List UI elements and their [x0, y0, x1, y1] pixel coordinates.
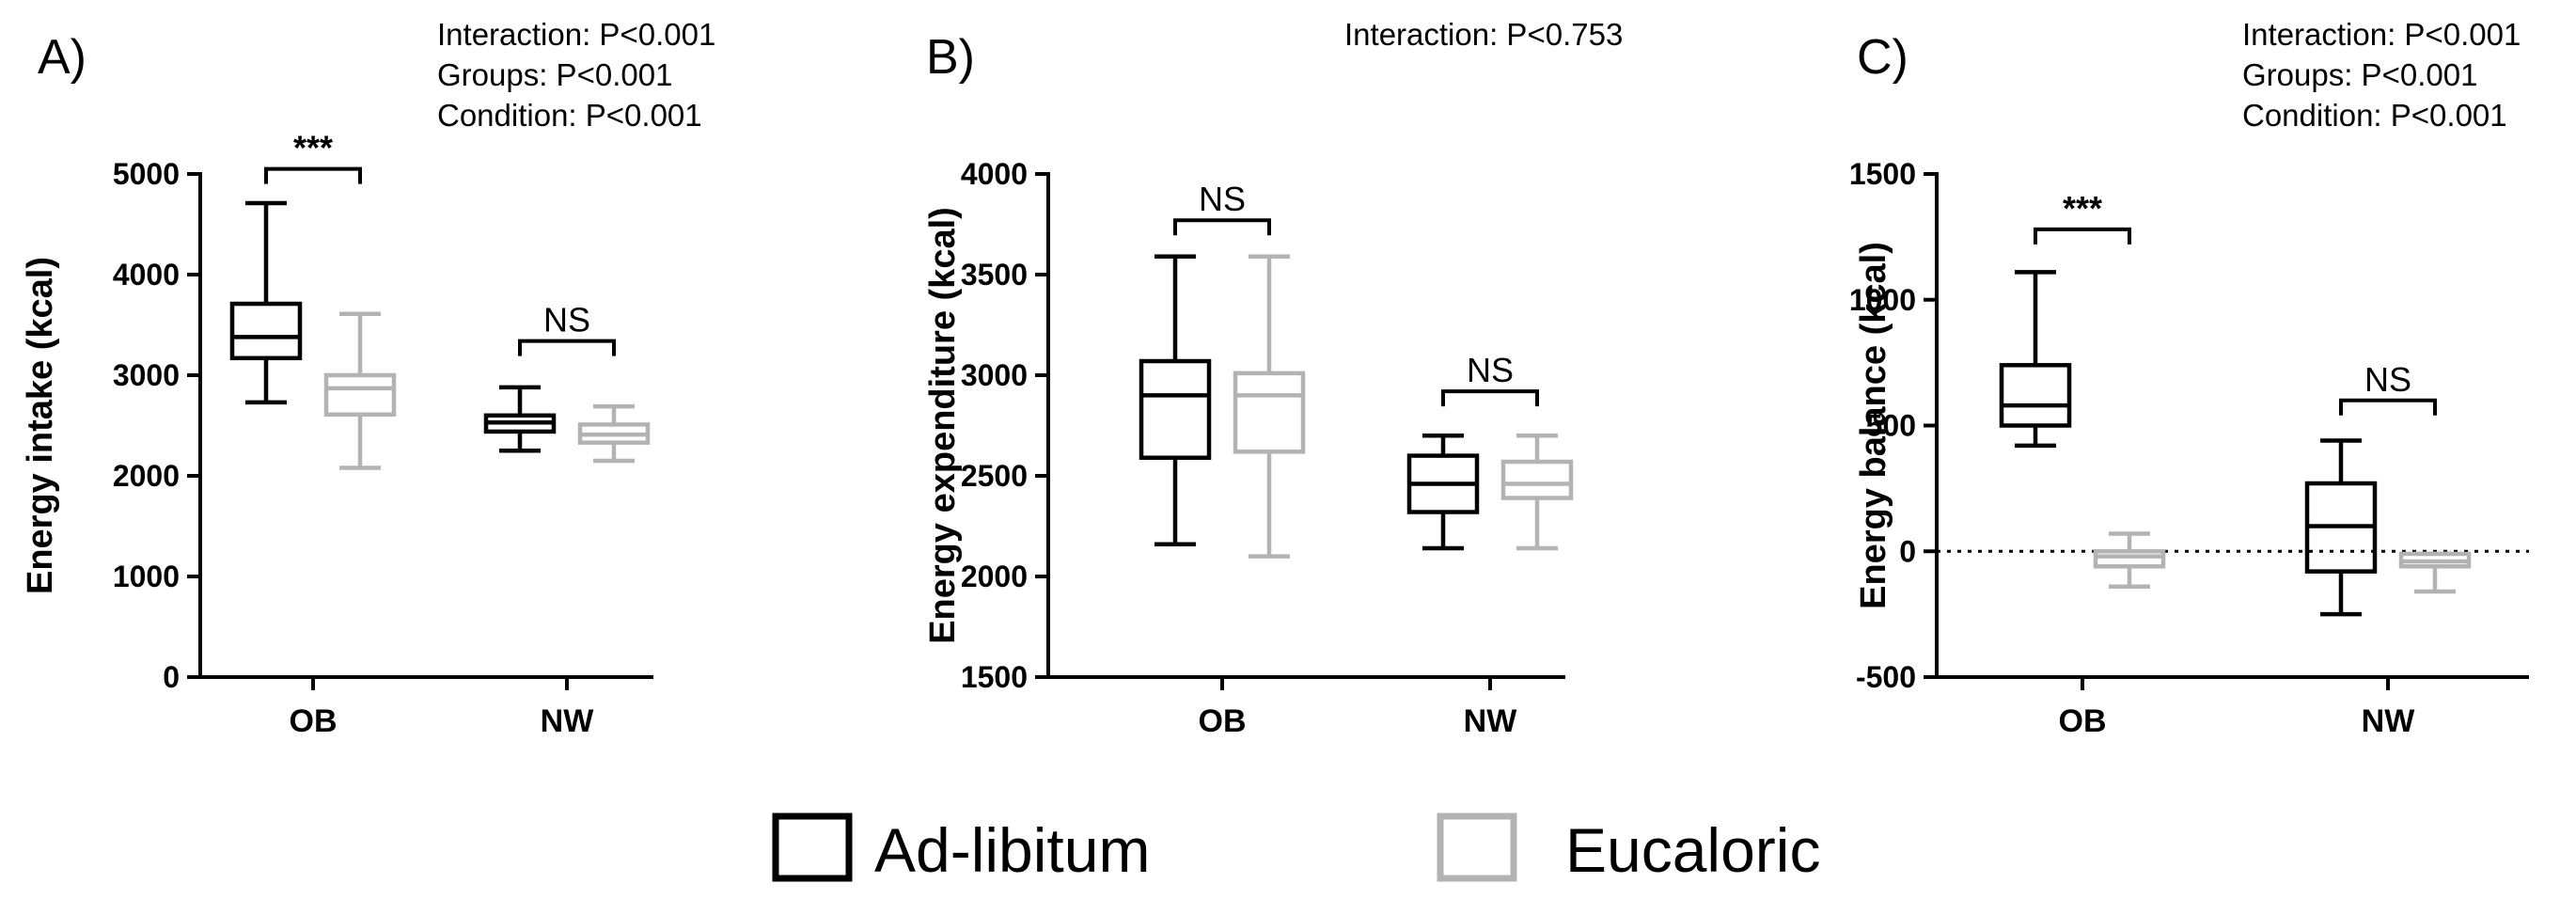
stats-line: Interaction: P<0.753: [1344, 17, 1623, 52]
legend-label-ad-libitum: Ad-libitum: [874, 815, 1150, 885]
y-tick-label: 0: [1899, 534, 1916, 568]
y-tick-label: -500: [1856, 660, 1916, 694]
box-eucaloric-nw: [2398, 551, 2472, 594]
y-tick-label: 4000: [961, 157, 1028, 191]
y-tick-label: 1500: [1849, 157, 1916, 191]
y-tick-label: 1000: [113, 560, 180, 593]
x-tick-label: NW: [1464, 703, 1518, 739]
box-ad-libitum-nw: [483, 385, 557, 453]
x-tick-label: OB: [1199, 703, 1247, 739]
x-tick-label: NW: [541, 703, 595, 739]
box-iqr: [2093, 549, 2166, 569]
legend-swatch-ad-libitum: [772, 812, 853, 882]
stats-line: Interaction: P<0.001: [2242, 17, 2521, 52]
comparison-bracket: [1173, 218, 1271, 236]
box-iqr: [323, 372, 397, 417]
significance-label: NS: [2364, 360, 2411, 399]
box-ad-libitum-ob: [1999, 270, 2072, 449]
y-axis-label: Energy balance (kcal): [1854, 242, 1893, 609]
y-tick-label: 5000: [113, 157, 180, 191]
box-iqr: [1139, 358, 1212, 460]
box-iqr: [229, 301, 303, 361]
comparison-bracket: [2339, 398, 2437, 416]
y-axis-label: Energy expenditure (kcal): [923, 207, 963, 644]
significance-label: ***: [2063, 189, 2102, 228]
legend-swatch-eucaloric: [1437, 812, 1517, 882]
significance-label: NS: [1199, 180, 1246, 218]
y-tick-label: 1000: [1849, 283, 1916, 317]
box-eucaloric-ob: [323, 311, 397, 470]
y-tick-label: 4000: [113, 258, 180, 292]
y-tick-label: 3000: [113, 358, 180, 392]
box-iqr: [1500, 459, 1574, 500]
y-tick-label: 500: [1866, 409, 1916, 443]
y-tick-label: 2000: [113, 459, 180, 493]
chart-panel-b: B) Interaction: P<0.753 1500 2000 2500 3000 35…: [923, 17, 1623, 739]
y-tick-label: 3000: [961, 358, 1028, 392]
significance-label: NS: [543, 301, 590, 339]
x-tick-label: NW: [2362, 703, 2416, 739]
box-ad-libitum-nw: [2304, 438, 2378, 617]
chart-panel-c: C) Interaction: P<0.001 Groups: P<0.001 Con…: [1849, 17, 2529, 739]
comparison-bracket: [518, 339, 616, 356]
significance-label: ***: [293, 129, 333, 167]
box-ad-libitum-ob: [229, 200, 303, 405]
box-iqr: [1999, 363, 2072, 428]
y-tick-label: 1500: [961, 660, 1028, 694]
panel-label: A): [38, 30, 86, 85]
y-tick-label: 0: [163, 660, 180, 694]
comparison-bracket: [1441, 389, 1539, 407]
box-eucaloric-nw: [1500, 433, 1574, 551]
box-eucaloric-ob: [2093, 531, 2166, 589]
box-ad-libitum-ob: [1139, 254, 1212, 547]
comparison-bracket: [264, 166, 362, 184]
box-ad-libitum-nw: [1406, 433, 1480, 551]
panel-label: C): [1857, 30, 1908, 85]
stats-line: Interaction: P<0.001: [437, 17, 715, 52]
y-tick-label: 3500: [961, 258, 1028, 292]
box-eucaloric-nw: [577, 403, 651, 464]
chart-panel-a: A) Interaction: P<0.001 Groups: P<0.001 Con…: [21, 17, 715, 739]
y-axis-label: Energy intake (kcal): [21, 257, 60, 594]
stats-line: Groups: P<0.001: [2242, 57, 2477, 92]
stats-line: Groups: P<0.001: [437, 57, 672, 92]
box-eucaloric-ob: [1233, 254, 1306, 559]
box-iqr: [1233, 371, 1306, 454]
y-tick-label: 2500: [961, 459, 1028, 493]
x-tick-label: OB: [2059, 703, 2107, 739]
significance-label: NS: [1467, 351, 1514, 389]
y-tick-label: 2000: [961, 560, 1028, 593]
comparison-bracket: [2034, 227, 2131, 245]
legend-label-eucaloric: Eucaloric: [1565, 815, 1820, 885]
panel-label: B): [926, 30, 975, 85]
x-tick-label: OB: [290, 703, 338, 739]
stats-line: Condition: P<0.001: [2242, 98, 2507, 133]
legend: Ad-libitum Eucaloric: [772, 812, 1820, 885]
stats-line: Condition: P<0.001: [437, 98, 702, 133]
